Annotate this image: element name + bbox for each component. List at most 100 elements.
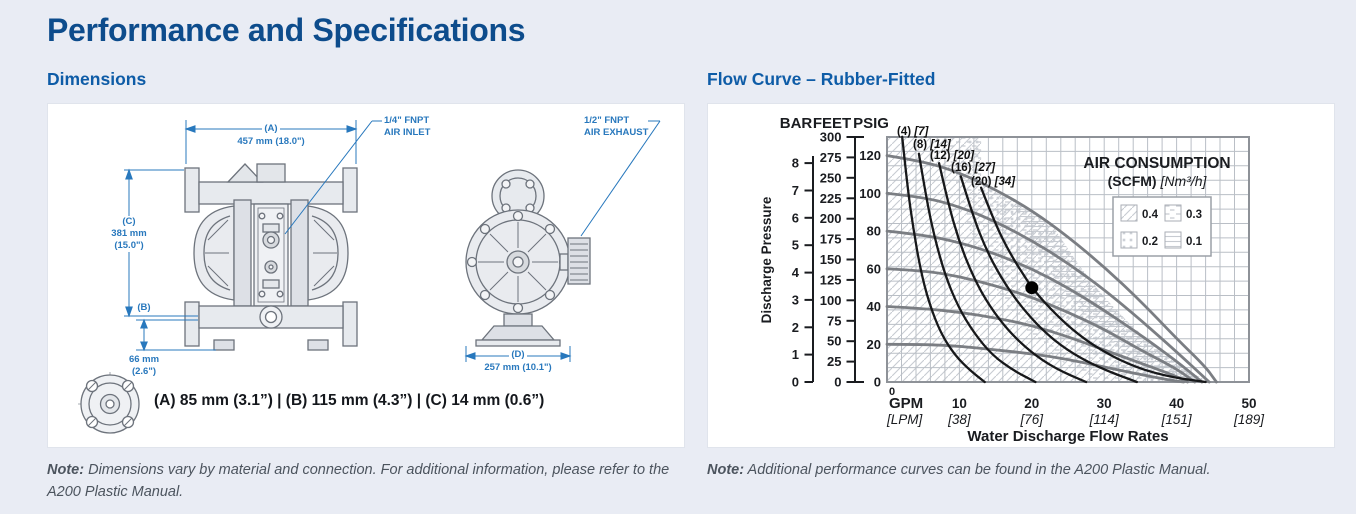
- svg-text:AIR CONSUMPTION: AIR CONSUMPTION: [1083, 155, 1230, 172]
- pressure-axes: BAR FEET PSIG01234567802550751001251501752…: [759, 115, 889, 390]
- svg-text:[189]: [189]: [1233, 412, 1265, 427]
- svg-text:150: 150: [820, 252, 842, 267]
- operating-point-dot: [1025, 281, 1039, 295]
- legend-swatch-0.2: [1120, 231, 1138, 249]
- flow-curve-80-psig: [885, 229, 1204, 384]
- flange-dimensions-text: (A) 85 mm (3.1”) | (B) 115 mm (4.3”) | (…: [154, 392, 545, 409]
- pump-side-view-drawing: [465, 169, 591, 347]
- flow-curve-100-psig: [885, 191, 1211, 384]
- svg-text:0.4: 0.4: [1142, 209, 1159, 221]
- flow-curve-panel: (4) [7] (8) [14] (12) [20] (16) [27] (20) [3…: [707, 103, 1335, 448]
- air-inlet-label-line2: AIR INLET: [384, 127, 431, 138]
- svg-text:20: 20: [867, 337, 881, 352]
- svg-text:0.2: 0.2: [1142, 236, 1158, 248]
- svg-text:(SCFM) [Nm³/h]: (SCFM) [Nm³/h]: [1108, 173, 1208, 189]
- air-inlet-label-line1: 1/4" FNPT: [384, 115, 430, 126]
- flow-curve-heading: Flow Curve – Rubber-Fitted: [707, 69, 936, 89]
- dim-b-value: 66 mm (2.6"): [128, 354, 160, 377]
- svg-text:225: 225: [820, 191, 842, 206]
- svg-text:300: 300: [820, 130, 842, 145]
- air-consumption-legend: AIR CONSUMPTION(SCFM) [Nm³/h] 0.4 0.3 0.2 0.…: [1083, 155, 1231, 257]
- legend-swatch-0.1: [1164, 231, 1182, 249]
- svg-text:BAR: BAR: [780, 115, 813, 132]
- svg-text:[38]: [38]: [947, 412, 972, 427]
- flow-curve-20-psig: [885, 342, 1186, 384]
- flow-curve-chart: (4) [7](8) [14](12) [20](16) [27] (20) [3…: [759, 115, 1265, 445]
- chart-frame: [886, 136, 1250, 383]
- svg-text:FEET: FEET: [813, 115, 851, 132]
- dim-a-label: (A): [262, 123, 280, 135]
- svg-text:125: 125: [820, 272, 842, 287]
- svg-text:7: 7: [792, 183, 799, 198]
- svg-text:0: 0: [889, 386, 895, 398]
- flow-curve-section: Flow Curve – Rubber-Fitted (4) [7] (8) [1…: [707, 69, 1335, 504]
- page-title: Performance and Specifications: [47, 12, 526, 48]
- svg-text:[114]: [114]: [1089, 412, 1120, 427]
- svg-text:0: 0: [874, 375, 881, 390]
- flange-drawing: [80, 374, 140, 434]
- flow-curve-note: Note: Additional performance curves can …: [707, 462, 1211, 478]
- svg-text:40: 40: [1169, 396, 1184, 411]
- svg-text:50: 50: [1241, 396, 1256, 411]
- flow-curves: [885, 154, 1218, 384]
- air-curve-16-scfm: [959, 175, 1138, 384]
- air-curve-label: (4) [7]: [897, 126, 929, 138]
- legend-swatch-0.3: [1164, 204, 1182, 222]
- air-curve-label: (20) [34]: [971, 176, 1016, 188]
- svg-text:20: 20: [1024, 396, 1039, 411]
- chart-grid: [887, 137, 1249, 382]
- content-columns: Dimensions: [47, 69, 1356, 504]
- svg-text:PSIG: PSIG: [853, 115, 889, 132]
- svg-text:[LPM]: [LPM]: [886, 412, 924, 427]
- svg-text:80: 80: [867, 224, 881, 239]
- dim-b-label: (B): [135, 302, 153, 314]
- svg-text:120: 120: [859, 148, 881, 163]
- svg-text:[76]: [76]: [1020, 412, 1045, 427]
- svg-text:100: 100: [820, 293, 842, 308]
- svg-text:25: 25: [827, 354, 841, 369]
- svg-text:275: 275: [820, 150, 842, 165]
- svg-text:0: 0: [792, 375, 799, 390]
- svg-text:GPM: GPM: [889, 395, 923, 412]
- svg-text:6: 6: [792, 210, 799, 225]
- pump-dimensions-drawing: [78, 120, 661, 436]
- dim-d-label: (D): [509, 349, 527, 361]
- svg-text:200: 200: [820, 211, 842, 226]
- flow-curve-120-psig: [885, 154, 1218, 384]
- svg-text:30: 30: [1097, 396, 1112, 411]
- svg-text:Discharge Pressure: Discharge Pressure: [759, 196, 774, 323]
- air-curve-4-scfm: [901, 135, 986, 384]
- svg-text:40: 40: [867, 299, 881, 314]
- svg-text:4: 4: [792, 265, 800, 280]
- dim-c-block: (C) 381 mm (15.0"): [109, 216, 149, 252]
- air-curve-label: (8) [14]: [913, 139, 952, 151]
- dimensions-heading: Dimensions: [47, 69, 147, 89]
- air-curve-8-scfm: [917, 152, 1037, 384]
- dimensions-note: Note: Dimensions vary by material and co…: [47, 462, 670, 501]
- svg-text:[151]: [151]: [1161, 412, 1193, 427]
- svg-text:10: 10: [952, 396, 967, 411]
- flow-curve-40-psig: [885, 305, 1189, 384]
- svg-text:2: 2: [792, 320, 799, 335]
- svg-text:250: 250: [820, 170, 842, 185]
- dim-d-value: 257 mm (10.1"): [484, 362, 552, 373]
- air-consumption-curves: [901, 135, 1207, 384]
- svg-text:1: 1: [792, 347, 799, 362]
- svg-text:50: 50: [827, 334, 841, 349]
- air-exhaust-label-line1: 1/2" FNPT: [584, 115, 630, 126]
- flow-curve-60-psig: [885, 267, 1197, 384]
- svg-text:175: 175: [820, 232, 842, 247]
- air-curve-12-scfm: [937, 162, 1088, 384]
- pump-front-view-drawing: [184, 163, 358, 351]
- svg-text:0.1: 0.1: [1186, 236, 1203, 248]
- svg-text:60: 60: [867, 261, 881, 276]
- svg-text:8: 8: [792, 156, 799, 171]
- dim-a-value: 457 mm (18.0"): [237, 136, 305, 147]
- legend-swatch-0.4: [1120, 204, 1138, 222]
- air-exhaust-label-line2: AIR EXHAUST: [584, 127, 649, 138]
- svg-text:100: 100: [859, 186, 881, 201]
- air-curve-label: (12) [20]: [930, 150, 975, 162]
- air-curve-20-scfm: [979, 186, 1207, 384]
- svg-text:0.3: 0.3: [1186, 209, 1202, 221]
